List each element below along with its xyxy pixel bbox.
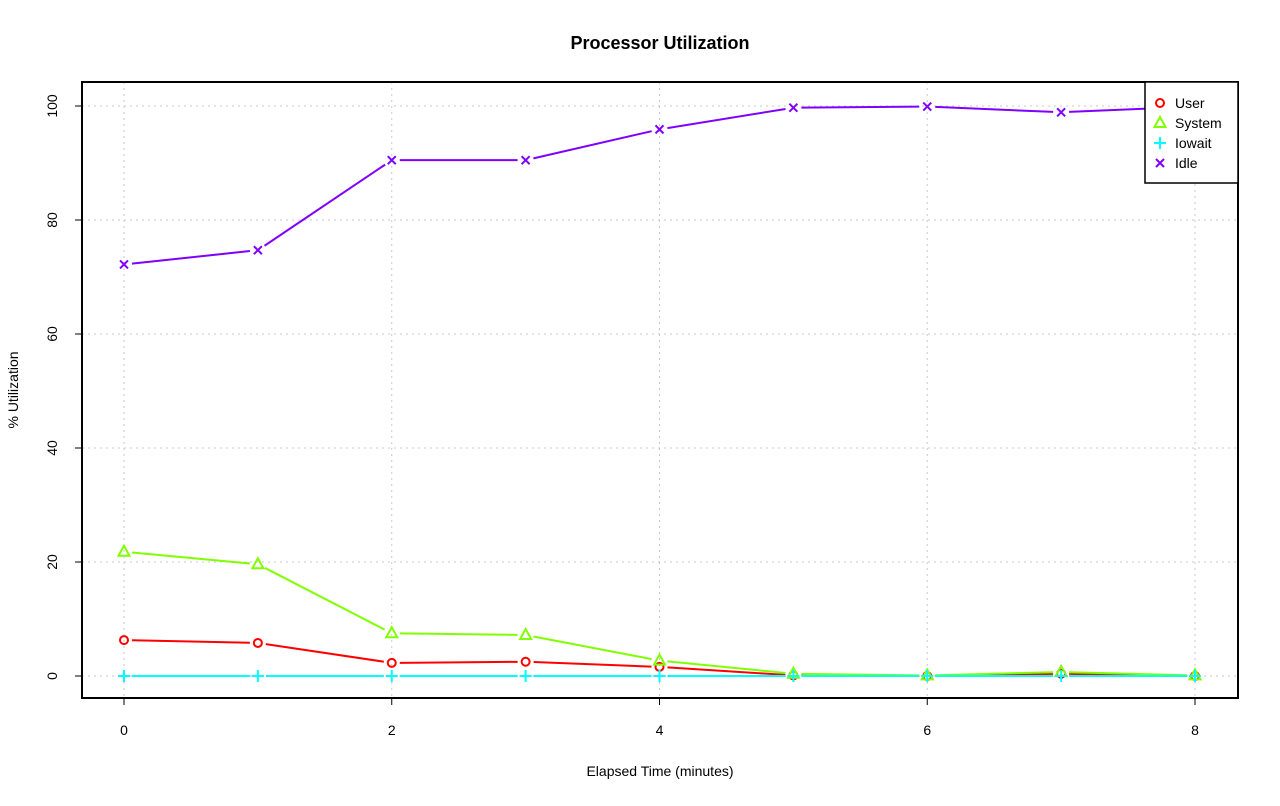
series-segment xyxy=(667,660,786,674)
legend-label: System xyxy=(1175,115,1222,131)
data-point xyxy=(520,656,531,667)
data-point xyxy=(1056,107,1066,117)
x-tick-label: 6 xyxy=(923,722,931,738)
x-tick-label: 2 xyxy=(388,722,396,738)
data-point xyxy=(252,637,263,648)
legend-marker-iowait xyxy=(1154,137,1166,149)
data-point xyxy=(519,670,532,682)
data-point xyxy=(253,245,263,255)
data-point xyxy=(652,652,667,666)
data-point xyxy=(653,670,666,682)
series-segment xyxy=(801,105,920,109)
data-point xyxy=(250,556,266,570)
data-point xyxy=(387,155,397,165)
data-point xyxy=(520,155,531,165)
y-tick-label: 60 xyxy=(44,326,60,342)
series-segment xyxy=(1069,671,1188,677)
data-point xyxy=(384,625,399,639)
data-point xyxy=(518,626,533,640)
legend-label: User xyxy=(1175,95,1205,111)
data-point xyxy=(788,103,799,113)
series-segment xyxy=(131,250,251,265)
legend: User System Iowait Idle xyxy=(1144,81,1239,184)
data-point xyxy=(1055,670,1068,682)
y-tick-label: 100 xyxy=(44,94,60,118)
legend-label: Idle xyxy=(1175,155,1198,171)
data-point xyxy=(654,124,665,135)
series-segment xyxy=(935,105,1054,113)
legend-marker-system xyxy=(1152,114,1168,128)
data-point xyxy=(116,543,132,557)
plot-frame xyxy=(81,81,1239,699)
x-tick-label: 0 xyxy=(120,722,128,738)
legend-label: Iowait xyxy=(1175,135,1212,151)
y-axis-label: % Utilization xyxy=(5,351,21,428)
legend-marker-user xyxy=(1155,98,1165,108)
series-segment xyxy=(533,635,652,661)
y-tick-label: 80 xyxy=(44,212,60,228)
series-segment xyxy=(667,108,786,130)
series-segment xyxy=(935,671,1054,677)
x-tick-label: 4 xyxy=(656,722,664,738)
x-tick-label: 8 xyxy=(1191,722,1199,738)
data-point xyxy=(251,670,264,682)
series-segment xyxy=(533,661,652,668)
y-tick-label: 0 xyxy=(44,672,60,680)
x-axis-label: Elapsed Time (minutes) xyxy=(586,763,733,779)
legend-marker-idle xyxy=(1155,158,1165,168)
series-segment xyxy=(399,632,518,636)
y-tick-label: 20 xyxy=(44,554,60,570)
series-segment xyxy=(667,666,786,676)
data-point xyxy=(921,670,934,682)
series-segment xyxy=(263,163,386,247)
series-segment xyxy=(264,567,386,631)
series-idle xyxy=(119,101,1200,270)
data-point xyxy=(119,635,129,646)
series-segment xyxy=(399,660,518,664)
data-point xyxy=(386,657,397,668)
chart-title: Processor Utilization xyxy=(570,33,749,53)
series-segment xyxy=(533,130,652,160)
series-segment xyxy=(131,639,250,644)
data-point xyxy=(118,670,130,682)
data-point xyxy=(922,101,932,112)
data-point xyxy=(787,670,800,682)
data-point xyxy=(385,670,398,682)
series-iowait xyxy=(118,670,1201,682)
series-segment xyxy=(131,551,251,565)
data-point xyxy=(119,259,129,270)
data-point xyxy=(1189,670,1201,682)
y-tick-label: 40 xyxy=(44,440,60,456)
series-segment xyxy=(265,643,384,663)
